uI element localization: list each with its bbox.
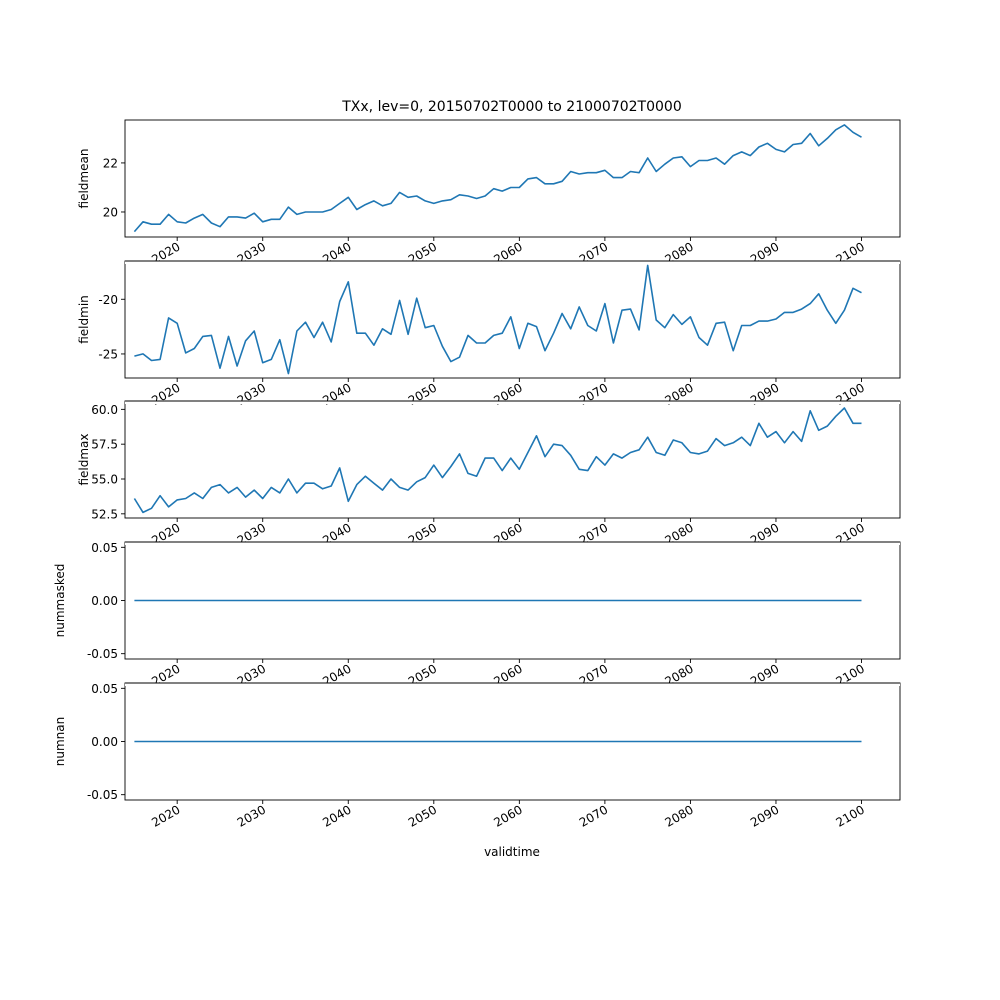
y-tick-label: -0.05 [87, 647, 118, 661]
fieldmin-series-line [134, 264, 862, 375]
axes-frame [124, 119, 901, 238]
y-tick-label: 0.00 [91, 594, 118, 608]
y-axis-label: fieldmax [77, 433, 91, 485]
axes-overlap-mask [125, 683, 900, 686]
y-tick-label: 57.5 [91, 438, 118, 452]
y-tick-label: 0.00 [91, 735, 118, 749]
y-tick-label: -25 [98, 347, 118, 361]
y-tick-label: 0.05 [91, 541, 118, 555]
fieldmax-series-line [133, 407, 862, 514]
y-tick-label: 60.0 [91, 403, 118, 417]
y-axis-label: fieldmean [77, 149, 91, 209]
y-tick-label: 22 [103, 156, 118, 170]
x-axis-label: validtime [484, 845, 540, 859]
fieldmean-series-line [133, 124, 862, 233]
y-axis-label: fieldmin [77, 295, 91, 344]
y-tick-label: 55.0 [91, 473, 118, 487]
y-tick-label: 52.5 [91, 507, 118, 521]
axes-overlap-mask [125, 401, 900, 404]
axes-overlap-mask [125, 542, 900, 545]
y-axis-label: numnan [53, 717, 67, 766]
y-tick-label: 0.05 [91, 682, 118, 696]
figure-title: TXx, lev=0, 20150702T0000 to 21000702T00… [341, 99, 682, 115]
axes-overlap-mask [125, 261, 900, 264]
y-tick-label: 20 [103, 205, 118, 219]
y-tick-label: -0.05 [87, 788, 118, 802]
y-tick-label: -20 [98, 293, 118, 307]
y-axis-label: nummasked [53, 564, 67, 638]
